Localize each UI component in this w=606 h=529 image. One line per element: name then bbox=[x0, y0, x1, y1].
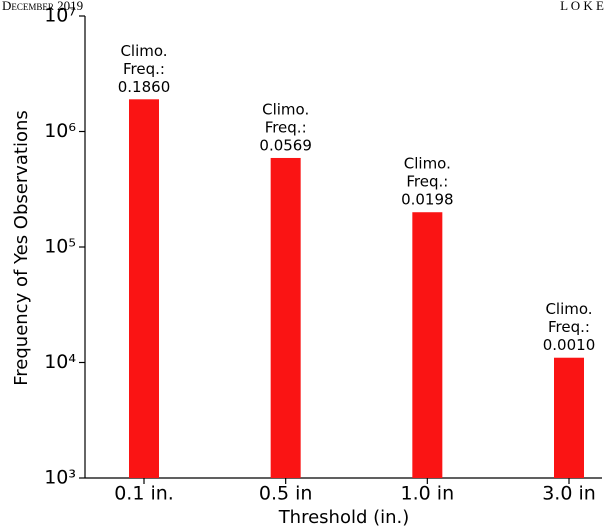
annotation: Climo. bbox=[120, 42, 167, 60]
y-tick-label: 10³ bbox=[44, 467, 76, 489]
y-tick-label: 10⁶ bbox=[44, 120, 76, 142]
x-tick-label: 0.1 in. bbox=[114, 483, 174, 505]
bar bbox=[412, 212, 443, 479]
annotation: 0.0569 bbox=[259, 136, 312, 154]
annotation: 0.0198 bbox=[401, 191, 454, 209]
annotation: Freq.: bbox=[265, 118, 307, 136]
x-tick-label: 0.5 in bbox=[259, 483, 313, 505]
x-axis-label: Threshold (in.) bbox=[278, 507, 410, 528]
annotation: Freq.: bbox=[548, 318, 590, 336]
bar bbox=[129, 99, 159, 479]
header-right: L O K E bbox=[560, 0, 604, 13]
annotation: Freq.: bbox=[406, 173, 448, 191]
annotation: Freq.: bbox=[123, 60, 165, 78]
y-tick-label: 10⁵ bbox=[44, 236, 76, 258]
annotation: 0.0010 bbox=[543, 336, 596, 354]
y-tick-label: 10⁷ bbox=[44, 5, 76, 27]
header-left: December 2019 bbox=[2, 0, 83, 13]
x-tick-label: 3.0 in bbox=[542, 483, 596, 505]
x-tick-label: 1.0 in bbox=[401, 483, 455, 505]
bar bbox=[554, 357, 584, 478]
annotation: Climo. bbox=[262, 100, 309, 118]
annotation: 0.1860 bbox=[118, 78, 171, 96]
annotation: Climo. bbox=[404, 155, 451, 173]
y-tick-label: 10⁴ bbox=[44, 351, 76, 373]
y-axis-label: Frequency of Yes Observations bbox=[11, 110, 32, 386]
bar bbox=[270, 157, 301, 478]
annotation: Climo. bbox=[545, 300, 592, 318]
